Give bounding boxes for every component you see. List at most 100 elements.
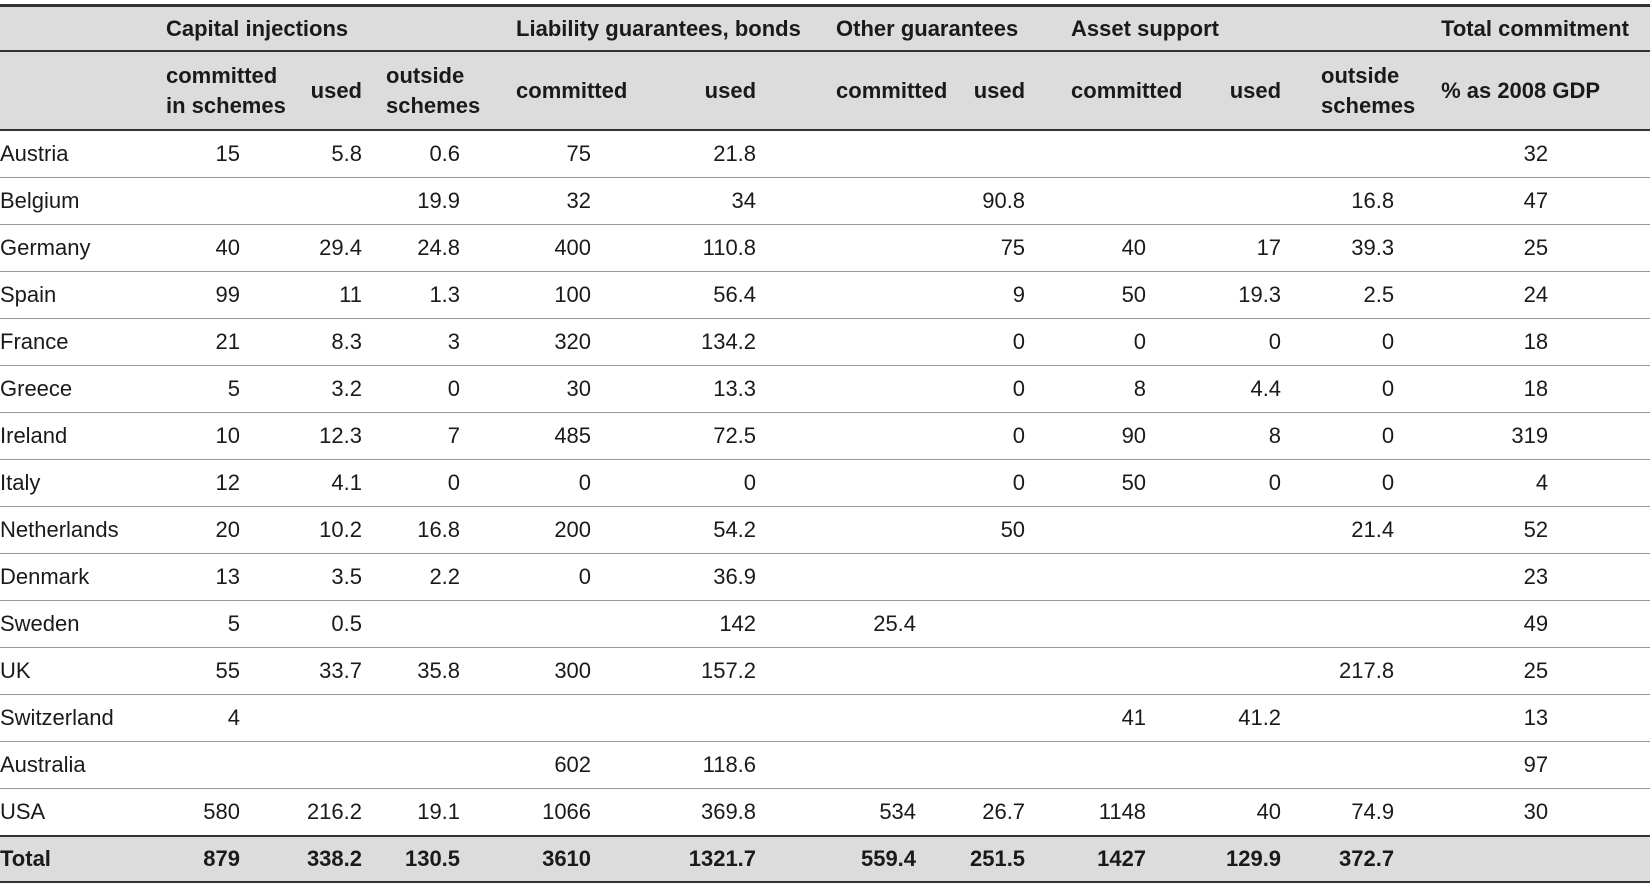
value-cell — [825, 318, 966, 366]
value-cell: 40 — [155, 224, 300, 272]
value-cell — [965, 694, 1061, 742]
value-cell: 1148 — [1060, 788, 1206, 837]
value-cell — [825, 412, 966, 460]
bank-support-table: Capital injections Liability guarantees,… — [0, 4, 1650, 883]
subheader-10: outside schemes — [1310, 51, 1431, 131]
value-cell: 40 — [1205, 788, 1311, 837]
subheader-line: schemes — [1321, 92, 1416, 118]
value-cell: 0 — [1205, 318, 1311, 366]
value-cell: 4.1 — [300, 459, 375, 507]
subheader-row: committed in schemes used outside schemes com… — [0, 51, 1650, 131]
value-cell: 0 — [1060, 318, 1206, 366]
value-cell: 369.8 — [660, 788, 826, 837]
country-cell: Austria — [0, 130, 155, 178]
table-row: Australia 602 118.6 97 — [0, 741, 1650, 789]
value-cell: 5 — [155, 365, 300, 413]
subheader-line: committed — [1071, 77, 1183, 103]
value-cell: 0 — [375, 459, 506, 507]
country-cell: Total — [0, 835, 155, 883]
table-row: Ireland 10 12.3 7 485 72.5 0 90 8 0 319 — [0, 412, 1650, 460]
table-row: Greece 5 3.2 0 30 13.3 0 8 4.4 0 18 — [0, 365, 1650, 413]
value-cell — [825, 271, 966, 319]
value-cell: 20 — [155, 506, 300, 554]
value-cell: 30 — [505, 365, 661, 413]
value-cell — [825, 365, 966, 413]
value-cell: 36.9 — [660, 553, 826, 601]
value-cell: 90 — [1060, 412, 1206, 460]
value-cell — [375, 600, 506, 648]
value-cell: 16.8 — [1310, 177, 1431, 225]
value-cell: 35.8 — [375, 647, 506, 695]
value-cell — [300, 177, 375, 225]
subheader-line: committed — [166, 62, 278, 88]
value-cell: 0.5 — [300, 600, 375, 648]
value-cell: 3 — [375, 318, 506, 366]
table-row: Sweden 5 0.5 142 25.4 49 — [0, 600, 1650, 648]
subheader-8: committed — [1060, 51, 1206, 131]
value-cell: 33.7 — [300, 647, 375, 695]
country-cell: Germany — [0, 224, 155, 272]
value-cell: 4 — [1430, 459, 1650, 507]
value-cell: 580 — [155, 788, 300, 837]
value-cell: 0 — [1205, 459, 1311, 507]
subheader-5: used — [660, 51, 826, 131]
value-cell — [825, 506, 966, 554]
value-cell: 142 — [660, 600, 826, 648]
value-cell: 41.2 — [1205, 694, 1311, 742]
value-cell: 17 — [1205, 224, 1311, 272]
subheader-4: committed — [505, 51, 661, 131]
value-cell — [155, 741, 300, 789]
subheader-6: committed — [825, 51, 966, 131]
country-cell: Switzerland — [0, 694, 155, 742]
value-cell: 0 — [1310, 318, 1431, 366]
value-cell: 1.3 — [375, 271, 506, 319]
subheader-line: outside — [386, 62, 465, 88]
value-cell: 0 — [375, 365, 506, 413]
value-cell: 15 — [155, 130, 300, 178]
value-cell: 5.8 — [300, 130, 375, 178]
value-cell: 130.5 — [375, 835, 506, 883]
value-cell: 200 — [505, 506, 661, 554]
value-cell — [1060, 553, 1206, 601]
value-cell: 319 — [1430, 412, 1650, 460]
subheader-line: outside — [1321, 62, 1400, 88]
value-cell: 32 — [1430, 130, 1650, 178]
value-cell: 3.5 — [300, 553, 375, 601]
total-row: Total 879 338.2 130.5 3610 1321.7 559.4 251.5 14… — [0, 835, 1650, 883]
subheader-line: used — [973, 77, 1026, 103]
value-cell: 30 — [1430, 788, 1650, 837]
value-cell: 0.6 — [375, 130, 506, 178]
value-cell: 47 — [1430, 177, 1650, 225]
value-cell: 559.4 — [825, 835, 966, 883]
value-cell: 54.2 — [660, 506, 826, 554]
value-cell: 12.3 — [300, 412, 375, 460]
value-cell: 50 — [965, 506, 1061, 554]
value-cell: 602 — [505, 741, 661, 789]
subheader-2: used — [300, 51, 375, 131]
value-cell: 55 — [155, 647, 300, 695]
value-cell: 18 — [1430, 318, 1650, 366]
table-row: Denmark 13 3.5 2.2 0 36.9 23 — [0, 553, 1650, 601]
value-cell — [155, 177, 300, 225]
value-cell: 300 — [505, 647, 661, 695]
value-cell: 4.4 — [1205, 365, 1311, 413]
value-cell: 32 — [505, 177, 661, 225]
table-row: Germany 40 29.4 24.8 400 110.8 75 40 17 39.3 25 — [0, 224, 1650, 272]
subheader-line: used — [704, 77, 757, 103]
value-cell: 0 — [965, 459, 1061, 507]
value-cell: 24 — [1430, 271, 1650, 319]
value-cell — [1060, 741, 1206, 789]
subheader-line: schemes — [386, 92, 481, 118]
value-cell — [965, 553, 1061, 601]
value-cell: 251.5 — [965, 835, 1061, 883]
value-cell — [825, 130, 966, 178]
value-cell: 49 — [1430, 600, 1650, 648]
subheader-line: committed — [836, 77, 948, 103]
value-cell: 8 — [1060, 365, 1206, 413]
country-cell: UK — [0, 647, 155, 695]
value-cell: 11 — [300, 271, 375, 319]
value-cell: 24.8 — [375, 224, 506, 272]
country-cell: Sweden — [0, 600, 155, 648]
value-cell: 0 — [1310, 412, 1431, 460]
value-cell: 0 — [1310, 365, 1431, 413]
